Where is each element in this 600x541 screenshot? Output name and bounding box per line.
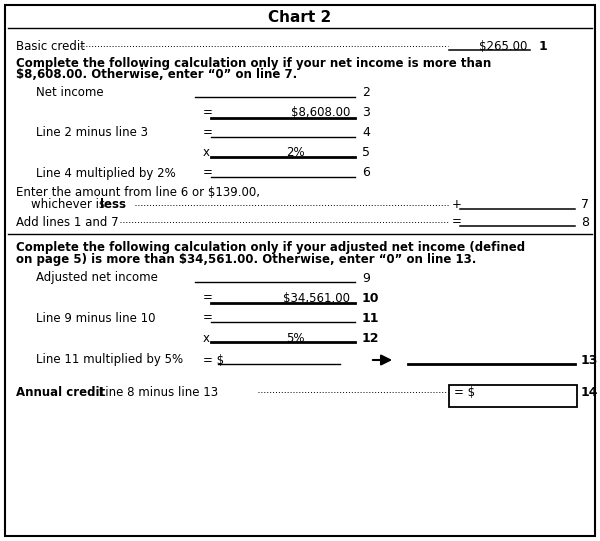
Text: =: = [203, 107, 213, 120]
Text: 9: 9 [362, 272, 370, 285]
Text: 13: 13 [581, 353, 598, 366]
Text: 6: 6 [362, 167, 370, 180]
Text: Line 4 multiplied by 2%: Line 4 multiplied by 2% [36, 167, 176, 180]
Text: Annual credit: Annual credit [16, 386, 105, 399]
Text: 7: 7 [581, 199, 589, 212]
Text: = $: = $ [203, 353, 224, 366]
Text: 4: 4 [362, 127, 370, 140]
Text: $8,608.00. Otherwise, enter “0” on line 7.: $8,608.00. Otherwise, enter “0” on line … [16, 68, 297, 81]
Text: 8: 8 [581, 215, 589, 228]
Text: x: x [203, 332, 210, 345]
Text: =: = [203, 292, 213, 305]
Text: 3: 3 [362, 107, 370, 120]
Text: Enter the amount from line 6 or $139.00,: Enter the amount from line 6 or $139.00, [16, 187, 260, 200]
Text: =: = [203, 167, 213, 180]
Text: 11: 11 [362, 312, 380, 325]
Bar [449, 385, 577, 407]
Text: =: = [452, 215, 462, 228]
Text: Net income: Net income [36, 87, 104, 100]
Text: Line 9 minus line 10: Line 9 minus line 10 [36, 312, 155, 325]
Text: = $: = $ [454, 386, 475, 399]
Text: $265.00: $265.00 [479, 39, 527, 52]
Text: Complete the following calculation only if your adjusted net income (defined: Complete the following calculation only … [16, 241, 525, 254]
Text: less: less [100, 199, 126, 212]
Text: $8,608.00: $8,608.00 [290, 107, 350, 120]
Text: : Line 8 minus line 13: : Line 8 minus line 13 [91, 386, 218, 399]
Text: 5: 5 [362, 147, 370, 160]
Text: Basic credit: Basic credit [16, 39, 85, 52]
Text: +: + [452, 199, 462, 212]
Text: x: x [203, 147, 210, 160]
Text: 10: 10 [362, 292, 380, 305]
Text: $34,561.00: $34,561.00 [283, 292, 350, 305]
Text: Line 11 multiplied by 5%: Line 11 multiplied by 5% [36, 353, 183, 366]
Text: Adjusted net income: Adjusted net income [36, 272, 158, 285]
Text: Line 2 minus line 3: Line 2 minus line 3 [36, 127, 148, 140]
Text: Chart 2: Chart 2 [268, 10, 332, 25]
Text: Complete the following calculation only if your net income is more than: Complete the following calculation only … [16, 56, 491, 69]
Text: on page 5) is more than $34,561.00. Otherwise, enter “0” on line 13.: on page 5) is more than $34,561.00. Othe… [16, 253, 476, 266]
Text: Add lines 1 and 7: Add lines 1 and 7 [16, 215, 119, 228]
Text: 2%: 2% [286, 147, 304, 160]
Text: 5%: 5% [286, 332, 304, 345]
Text: 1: 1 [539, 39, 548, 52]
Text: 12: 12 [362, 332, 380, 345]
Text: 14: 14 [581, 386, 599, 399]
Text: =: = [203, 312, 213, 325]
Text: 2: 2 [362, 87, 370, 100]
Text: =: = [203, 127, 213, 140]
Text: whichever is: whichever is [16, 199, 109, 212]
